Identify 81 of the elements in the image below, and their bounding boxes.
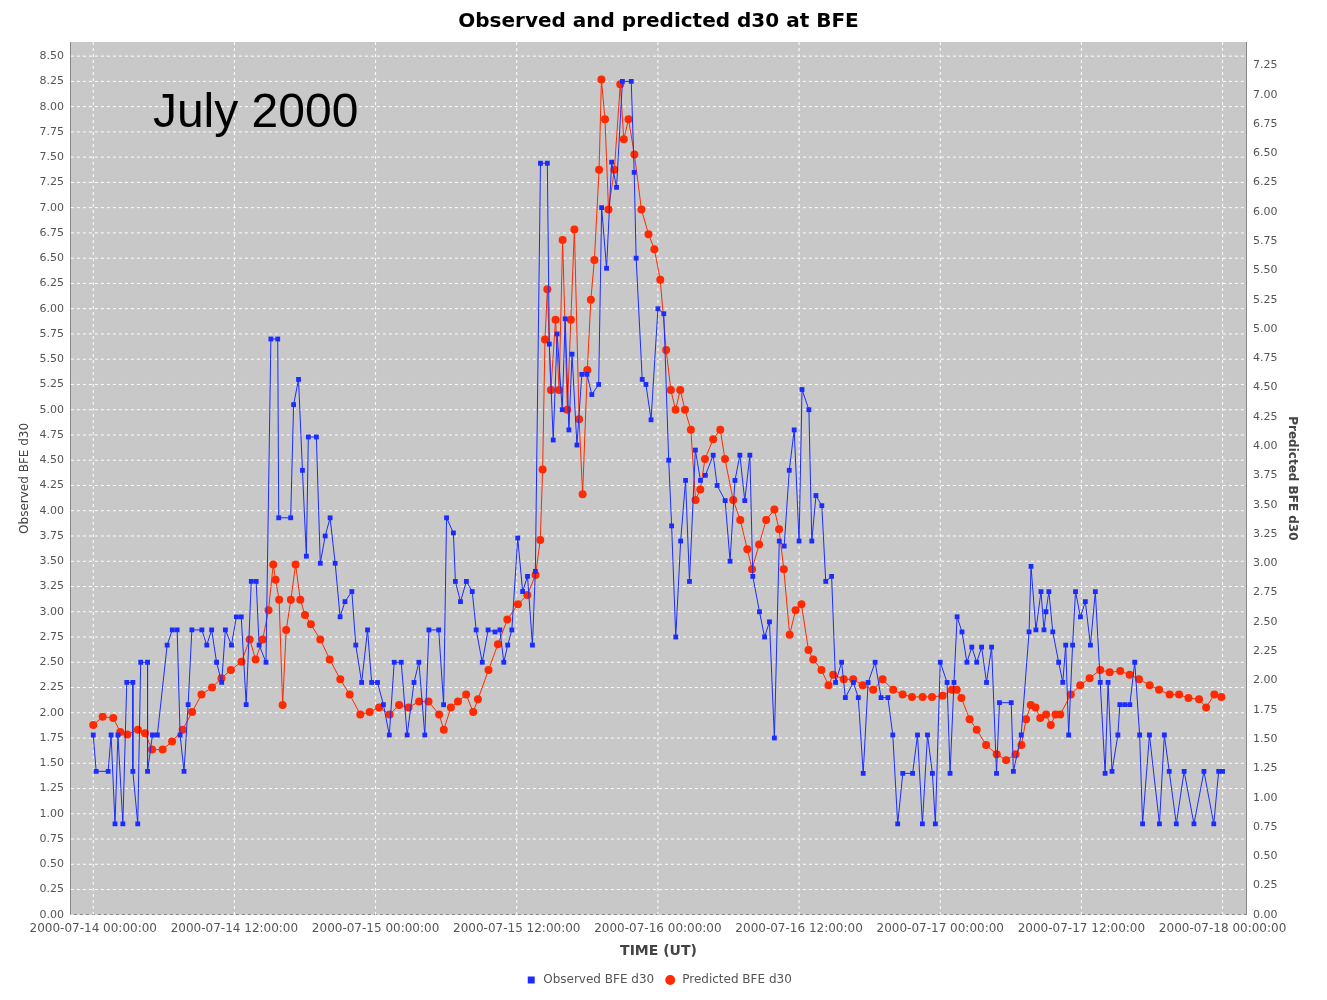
y2-tick-label: 3.50 bbox=[1253, 497, 1278, 511]
x-tick-label: 2000-07-17 00:00:00 bbox=[876, 921, 1004, 936]
y2-tick-label: 1.75 bbox=[1253, 702, 1278, 716]
y-tick-label: 3.75 bbox=[39, 528, 64, 542]
y2-tick-label: 4.75 bbox=[1253, 351, 1278, 365]
y-tick-label: 7.50 bbox=[39, 150, 64, 164]
y-tick-label: 3.00 bbox=[39, 604, 64, 618]
y2-tick-label: 1.00 bbox=[1253, 790, 1278, 804]
y2-tick-label: 7.00 bbox=[1253, 87, 1278, 101]
y-tick-label: 1.75 bbox=[39, 730, 64, 744]
y-tick-label: 0.00 bbox=[39, 907, 64, 921]
y-tick-label: 2.00 bbox=[39, 705, 64, 719]
y2-tick-label: 2.50 bbox=[1253, 614, 1278, 628]
y-tick-label: 6.25 bbox=[39, 276, 64, 290]
x-tick-label: 2000-07-14 00:00:00 bbox=[29, 921, 157, 936]
y2-tick-label: 5.25 bbox=[1253, 292, 1278, 306]
y-tick-label: 1.50 bbox=[39, 756, 64, 770]
x-axis-title: TIME (UT) bbox=[620, 942, 697, 959]
y2-tick-label: 1.25 bbox=[1253, 761, 1278, 775]
y-tick-label: 7.25 bbox=[39, 175, 64, 189]
y-tick-label: 5.75 bbox=[39, 326, 64, 340]
y2-tick-label: 2.25 bbox=[1253, 644, 1278, 658]
y-tick-label: 7.75 bbox=[39, 124, 64, 138]
y-tick-label: 8.25 bbox=[39, 74, 64, 88]
y-tick-label: 7.00 bbox=[39, 200, 64, 214]
y2-tick-label: 4.00 bbox=[1253, 439, 1278, 453]
y2-tick-label: 3.25 bbox=[1253, 526, 1278, 540]
annotation: July 2000 bbox=[152, 84, 359, 138]
x-tick-label: 2000-07-16 12:00:00 bbox=[735, 921, 863, 936]
y-tick-label: 4.75 bbox=[39, 427, 64, 441]
y2-tick-label: 5.50 bbox=[1253, 263, 1278, 277]
y2-tick-label: 6.50 bbox=[1253, 146, 1278, 160]
y2-tick-label: 3.00 bbox=[1253, 556, 1278, 570]
y-tick-label: 1.25 bbox=[39, 781, 64, 795]
y-tick-label: 8.50 bbox=[39, 49, 64, 62]
y2-tick-label: 4.50 bbox=[1253, 380, 1278, 394]
legend-label: Observed BFE d30 bbox=[543, 972, 655, 987]
legend-label: Predicted BFE d30 bbox=[682, 972, 792, 987]
y-axis-title: Observed BFE d30 bbox=[17, 422, 32, 534]
y-tick-label: 0.25 bbox=[39, 882, 64, 896]
y-tick-label: 2.50 bbox=[39, 655, 64, 669]
y2-tick-label: 5.00 bbox=[1253, 321, 1278, 335]
y-tick-label: 8.00 bbox=[39, 99, 64, 113]
y2-tick-label: 6.25 bbox=[1253, 175, 1278, 189]
y2-tick-label: 5.75 bbox=[1253, 234, 1278, 248]
y-tick-label: 1.00 bbox=[39, 806, 64, 820]
y-tick-label: 6.00 bbox=[39, 301, 64, 315]
x-tick-label: 2000-07-14 12:00:00 bbox=[170, 921, 299, 936]
y2-axis-title: Predicted BFE d30 bbox=[1285, 416, 1300, 541]
y-tick-label: 2.25 bbox=[39, 680, 64, 694]
y2-tick-label: 0.50 bbox=[1253, 849, 1278, 863]
y2-tick-label: 0.00 bbox=[1253, 907, 1278, 921]
x-tick-label: 2000-07-15 00:00:00 bbox=[311, 921, 440, 936]
chart-title: Observed and predicted d30 at BFE bbox=[458, 8, 859, 33]
y-tick-label: 4.00 bbox=[39, 503, 64, 517]
y-tick-label: 5.00 bbox=[39, 402, 64, 416]
y2-tick-label: 2.00 bbox=[1253, 673, 1278, 687]
x-tick-label: 2000-07-15 12:00:00 bbox=[453, 921, 581, 936]
y2-tick-label: 0.75 bbox=[1253, 819, 1278, 833]
y2-tick-label: 6.75 bbox=[1253, 116, 1278, 130]
y2-tick-label: 1.50 bbox=[1253, 731, 1278, 745]
x-tick-label: 2000-07-16 00:00:00 bbox=[594, 921, 722, 936]
y-tick-label: 4.50 bbox=[39, 453, 64, 467]
y-tick-label: 2.75 bbox=[39, 629, 64, 643]
y2-tick-label: 4.25 bbox=[1253, 409, 1278, 423]
y-tick-label: 3.25 bbox=[39, 579, 64, 593]
y2-tick-label: 0.25 bbox=[1253, 878, 1278, 892]
y-tick-label: 0.75 bbox=[39, 831, 64, 845]
y-tick-label: 4.25 bbox=[39, 478, 64, 492]
y-tick-label: 6.50 bbox=[39, 251, 64, 265]
y2-tick-label: 3.75 bbox=[1253, 468, 1278, 482]
y2-tick-label: 7.25 bbox=[1253, 58, 1278, 72]
x-tick-label: 2000-07-18 00:00:00 bbox=[1158, 921, 1287, 936]
y-tick-label: 5.25 bbox=[39, 377, 64, 391]
y2-tick-label: 2.75 bbox=[1253, 585, 1278, 599]
y-tick-label: 0.50 bbox=[39, 857, 64, 871]
x-tick-label: 2000-07-17 12:00:00 bbox=[1017, 921, 1146, 936]
y-tick-label: 5.50 bbox=[39, 352, 64, 366]
y2-tick-label: 6.00 bbox=[1253, 204, 1278, 218]
y-tick-label: 3.50 bbox=[39, 554, 64, 568]
y-tick-label: 6.75 bbox=[39, 225, 64, 239]
